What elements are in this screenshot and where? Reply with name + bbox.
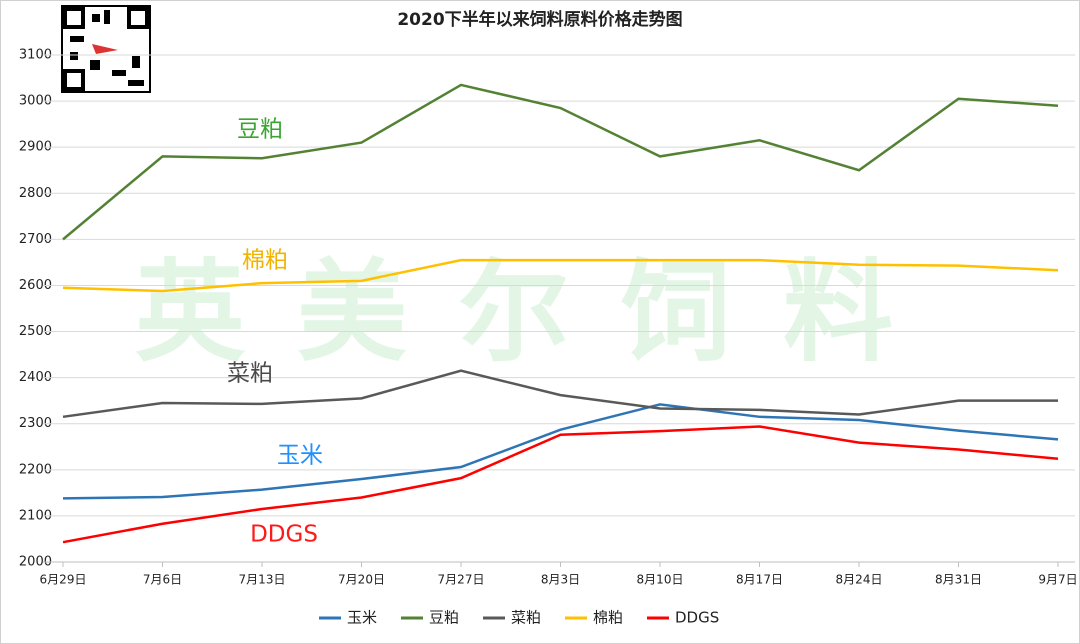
x-tick-label: 8月3日 [541, 573, 580, 587]
y-tick-label: 2000 [19, 555, 52, 570]
y-tick-label: 2900 [19, 140, 52, 155]
y-tick-label: 2700 [19, 232, 52, 247]
legend-label: 菜粕 [511, 609, 541, 627]
qr-code [61, 5, 151, 93]
annotation: 玉米 [277, 443, 323, 469]
y-tick-label: 2200 [19, 462, 52, 477]
annotation: 豆粕 [237, 117, 283, 143]
y-tick-label: 2800 [19, 186, 52, 201]
x-tick-label: 8月10日 [637, 573, 684, 587]
y-tick-label: 2500 [19, 324, 52, 339]
x-tick-label: 8月17日 [736, 573, 783, 587]
series-line [62, 258, 1059, 293]
y-tick-label: 2400 [19, 370, 52, 385]
legend-label: DDGS [675, 609, 719, 627]
y-tick-label: 2600 [19, 278, 52, 293]
chart-title: 2020下半年以来饲料原料价格走势图 [397, 9, 682, 30]
annotation: 菜粕 [227, 361, 273, 387]
legend-label: 棉粕 [593, 609, 623, 627]
x-tick-label: 6月29日 [40, 573, 87, 587]
series-line [62, 403, 1059, 500]
y-tick-label: 3000 [19, 94, 52, 109]
annotation: DDGS [250, 522, 318, 548]
legend-label: 豆粕 [429, 609, 459, 627]
x-tick-label: 7月13日 [239, 573, 286, 587]
y-tick-label: 2300 [19, 416, 52, 431]
x-tick-label: 7月27日 [438, 573, 485, 587]
x-tick-label: 7月20日 [338, 573, 385, 587]
series-line [62, 425, 1059, 544]
x-tick-label: 8月31日 [935, 573, 982, 587]
x-tick-label: 9月7日 [1038, 573, 1077, 587]
x-tick-label: 7月6日 [143, 573, 182, 587]
y-tick-label: 2100 [19, 508, 52, 523]
series-line [62, 83, 1059, 241]
legend-label: 玉米 [347, 609, 377, 627]
y-tick-label: 3100 [19, 48, 52, 63]
annotation: 棉粕 [242, 248, 288, 274]
series-line [62, 369, 1058, 419]
watermark: 英美尔饲料 [135, 248, 945, 376]
x-tick-label: 8月24日 [836, 573, 883, 587]
